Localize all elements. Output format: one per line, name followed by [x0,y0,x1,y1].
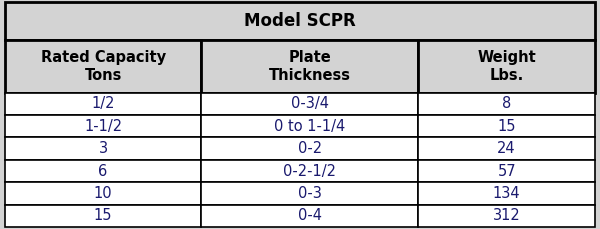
Bar [418,205,595,227]
Text: Weight
Lbs.: Weight Lbs. [477,50,536,83]
Text: 0-4: 0-4 [298,208,322,224]
Text: 6: 6 [98,164,108,179]
Text: 10: 10 [94,186,112,201]
Bar [5,93,202,115]
Text: 15: 15 [497,119,516,134]
Text: 0-3: 0-3 [298,186,322,201]
Bar [5,2,595,40]
Text: 57: 57 [497,164,516,179]
Text: 8: 8 [502,96,511,111]
Bar [202,160,418,182]
Text: 1-1/2: 1-1/2 [84,119,122,134]
Text: 3: 3 [98,141,107,156]
Bar [418,40,595,93]
Bar [5,137,202,160]
Bar [202,93,418,115]
Text: 24: 24 [497,141,516,156]
Bar [418,182,595,205]
Bar [5,182,202,205]
Bar [202,182,418,205]
Text: Plate
Thickness: Plate Thickness [269,50,351,83]
Bar [5,205,202,227]
Bar [202,205,418,227]
Text: 0-3/4: 0-3/4 [291,96,329,111]
Bar [5,40,202,93]
Bar [418,93,595,115]
Bar [5,115,202,137]
Text: 312: 312 [493,208,521,224]
Bar [5,160,202,182]
Bar [202,40,418,93]
Bar [418,160,595,182]
Text: 0-2: 0-2 [298,141,322,156]
Text: 1/2: 1/2 [91,96,115,111]
Bar [418,137,595,160]
Text: Model SCPR: Model SCPR [244,12,356,30]
Text: Rated Capacity
Tons: Rated Capacity Tons [41,50,166,83]
Text: 0 to 1-1/4: 0 to 1-1/4 [274,119,346,134]
Bar [418,115,595,137]
Text: 0-2-1/2: 0-2-1/2 [283,164,336,179]
Bar [202,137,418,160]
Bar [202,115,418,137]
Text: 134: 134 [493,186,520,201]
Text: 15: 15 [94,208,112,224]
